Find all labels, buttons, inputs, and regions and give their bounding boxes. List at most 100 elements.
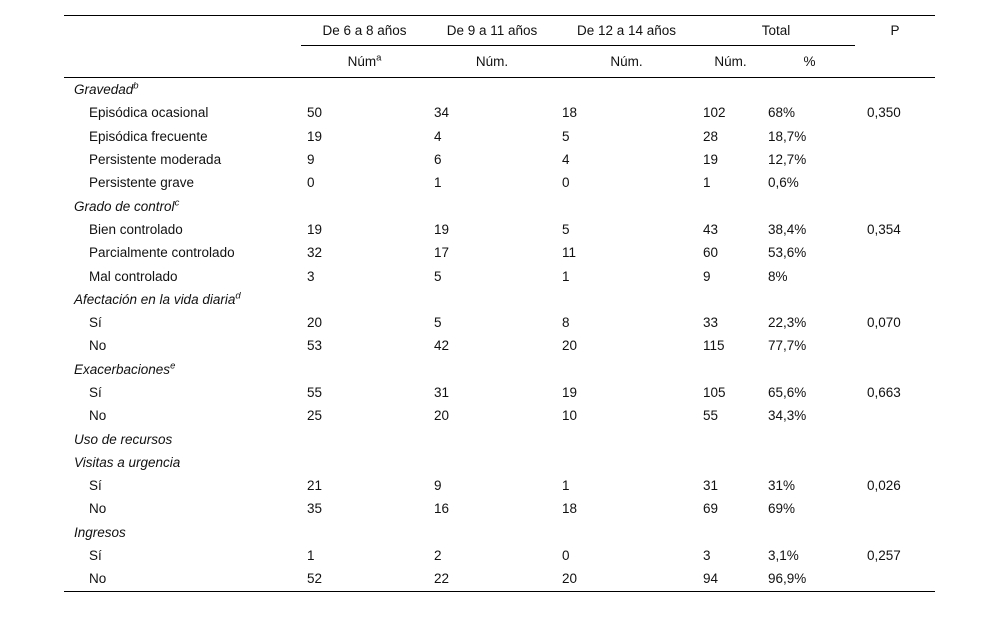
value-total-num: 115 xyxy=(703,338,725,354)
value-6-8: 50 xyxy=(307,105,323,121)
value-12-14: 11 xyxy=(562,245,577,261)
row-label: Parcialmente controlado xyxy=(89,245,235,261)
section-label-text: Grado de control xyxy=(74,198,175,214)
value-total-pct: 3,1% xyxy=(768,548,799,564)
section-label: Gravedadb xyxy=(64,78,935,102)
value-p: 0,070 xyxy=(867,315,901,331)
value-total-pct: 38,4% xyxy=(768,221,807,237)
subheader-num-6-8: Núma xyxy=(301,45,428,78)
section-label-text: Gravedad xyxy=(74,82,134,98)
value-12-14: 4 xyxy=(562,152,570,168)
value-total-pct: 69% xyxy=(768,501,796,517)
section-label: Ingresos xyxy=(64,521,935,544)
row-label: Persistente grave xyxy=(89,175,195,191)
row-label: Episódica ocasional xyxy=(89,105,209,121)
value-6-8: 35 xyxy=(307,501,323,517)
value-9-11: 19 xyxy=(434,221,450,237)
value-total-pct: 22,3% xyxy=(768,315,807,331)
value-6-8: 9 xyxy=(307,152,315,168)
header-p: P xyxy=(855,15,935,78)
section-row: Exacerbacionese xyxy=(64,358,935,381)
value-total-num: 19 xyxy=(703,152,719,168)
row-label: No xyxy=(89,338,107,354)
value-6-8: 25 xyxy=(307,408,323,424)
value-6-8: 53 xyxy=(307,338,323,354)
header-total: Total xyxy=(697,15,855,46)
value-9-11: 42 xyxy=(434,338,450,354)
section-label: Grado de controlc xyxy=(64,194,935,217)
data-row: No 52 22 20 94 96,9% xyxy=(64,567,935,592)
value-p xyxy=(855,497,935,520)
value-9-11: 2 xyxy=(434,548,442,564)
value-6-8: 19 xyxy=(307,128,323,144)
value-12-14: 18 xyxy=(562,501,578,517)
value-6-8: 21 xyxy=(307,478,323,494)
footnote-marker-a: a xyxy=(376,52,382,64)
data-row: Sí 1 2 0 3 3,1% 0,257 xyxy=(64,544,935,567)
section-row: Gravedadb xyxy=(64,78,935,102)
value-total-num: 31 xyxy=(703,478,719,494)
subheader-num-12-14: Núm. xyxy=(556,45,697,78)
data-row: Sí 20 5 8 33 22,3% 0,070 xyxy=(64,311,935,334)
value-9-11: 6 xyxy=(434,152,442,168)
value-total-num: 33 xyxy=(703,315,719,331)
value-12-14: 0 xyxy=(562,175,570,191)
data-row: Sí 21 9 1 31 31% 0,026 xyxy=(64,474,935,497)
value-total-num: 55 xyxy=(703,408,719,424)
row-label: Sí xyxy=(89,385,102,400)
row-label: Persistente moderada xyxy=(89,152,222,168)
value-p xyxy=(855,567,935,592)
section-label: Afectación en la vida diariad xyxy=(64,288,935,311)
value-p: 0,350 xyxy=(867,105,901,121)
value-12-14: 8 xyxy=(562,315,570,331)
value-6-8: 55 xyxy=(307,385,323,400)
value-p xyxy=(855,125,935,148)
value-6-8: 20 xyxy=(307,315,323,331)
data-row: Persistente moderada 9 6 4 19 12,7% xyxy=(64,148,935,171)
value-total-num: 43 xyxy=(703,221,719,237)
footnote-marker-b: b xyxy=(133,80,139,92)
value-6-8: 19 xyxy=(307,221,323,237)
value-p: 0,663 xyxy=(867,385,901,400)
section-row: Afectación en la vida diariad xyxy=(64,288,935,311)
value-6-8: 3 xyxy=(307,268,315,284)
value-12-14: 19 xyxy=(562,385,578,400)
section-label-text: Exacerbaciones xyxy=(74,361,171,377)
value-12-14: 10 xyxy=(562,408,578,424)
value-9-11: 20 xyxy=(434,408,450,424)
row-label: Sí xyxy=(89,548,102,564)
row-label: Sí xyxy=(89,478,102,494)
value-p xyxy=(855,171,935,194)
value-9-11: 22 xyxy=(428,567,556,592)
value-total-num: 1 xyxy=(703,175,711,191)
row-label: Mal controlado xyxy=(89,268,178,284)
value-total-pct: 53,6% xyxy=(768,245,807,261)
value-12-14: 1 xyxy=(562,478,570,494)
section-row: Uso de recursos xyxy=(64,427,935,450)
value-9-11: 4 xyxy=(434,128,442,144)
footnote-marker-e: e xyxy=(170,360,176,372)
data-row: No 53 42 20 115 77,7% xyxy=(64,334,935,357)
value-total-num: 102 xyxy=(703,105,726,121)
value-9-11: 16 xyxy=(434,501,450,517)
header-age-6-8: De 6 a 8 años xyxy=(301,15,428,46)
footnote-marker-d: d xyxy=(235,290,241,302)
section-row: Visitas a urgencia xyxy=(64,451,935,474)
value-12-14: 5 xyxy=(562,221,570,237)
header-age-12-14: De 12 a 14 años xyxy=(556,15,697,46)
value-12-14: 5 xyxy=(562,128,570,144)
value-total-pct: 65,6% xyxy=(768,385,807,400)
value-p xyxy=(855,404,935,427)
row-label: Bien controlado xyxy=(89,221,183,237)
value-total-pct: 0,6% xyxy=(768,175,799,191)
data-row: Persistente grave 0 1 0 1 0,6% xyxy=(64,171,935,194)
table-body: Gravedadb Episódica ocasional 50 34 18 102 68%… xyxy=(64,78,935,592)
section-label: Visitas a urgencia xyxy=(64,451,935,474)
value-total-num: 3 xyxy=(703,548,711,564)
section-label: Exacerbacionese xyxy=(64,358,935,381)
value-total-num: 105 xyxy=(703,385,726,400)
section-label-text: Uso de recursos xyxy=(74,431,173,447)
row-label: No xyxy=(89,501,107,517)
data-row: Sí 55 31 19 105 65,6% 0,663 xyxy=(64,381,935,404)
data-row: Parcialmente controlado 32 17 11 60 53,6% xyxy=(64,241,935,264)
